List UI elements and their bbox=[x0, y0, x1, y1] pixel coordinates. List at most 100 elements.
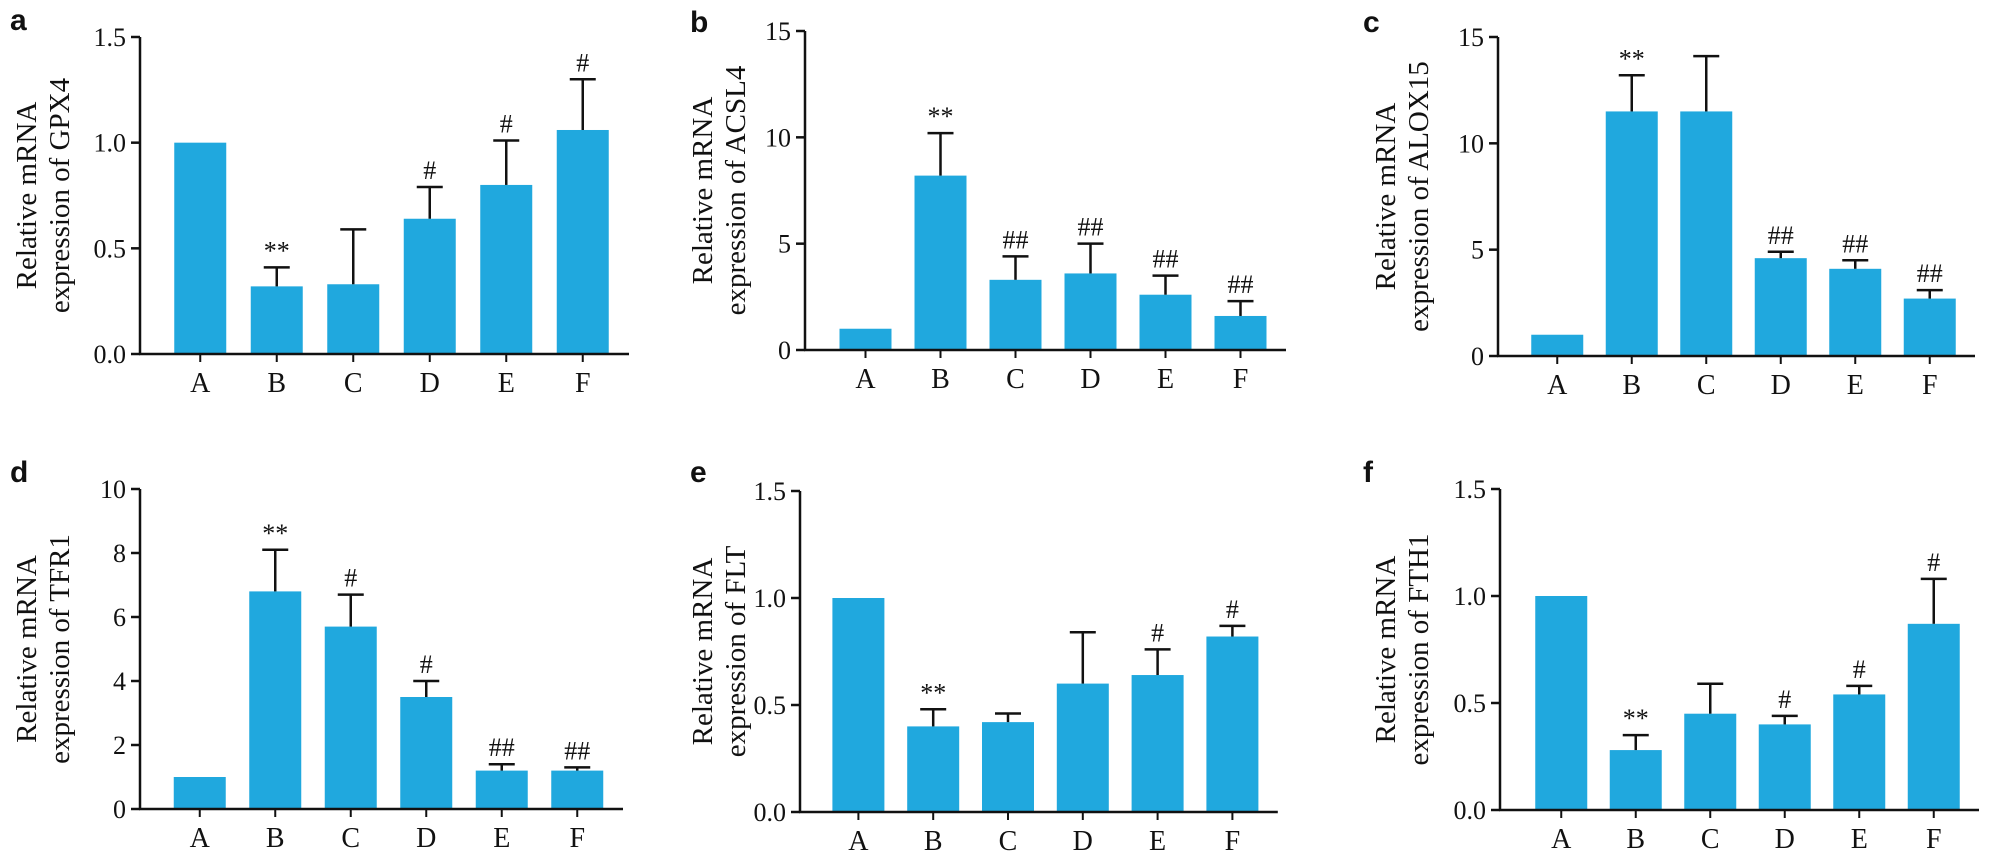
bar-D bbox=[1064, 273, 1117, 350]
panel-letter: d bbox=[10, 456, 28, 489]
category-label: E bbox=[1847, 370, 1864, 401]
category-label: F bbox=[1922, 370, 1938, 401]
y-tick-label: 5 bbox=[1471, 236, 1484, 265]
bar-C bbox=[324, 626, 377, 809]
y-tick-label: 0.0 bbox=[754, 798, 787, 827]
y-axis-title-line: expression of ACSL4 bbox=[720, 65, 752, 315]
bar-A bbox=[839, 328, 892, 350]
y-axis-title-line: expression of GPX4 bbox=[44, 77, 76, 313]
significance-label: ## bbox=[1842, 229, 1868, 258]
category-label: B bbox=[1626, 824, 1645, 855]
category-label: F bbox=[1926, 824, 1942, 855]
category-label: C bbox=[1697, 370, 1716, 401]
category-label: B bbox=[267, 368, 286, 399]
y-tick-label: 0.5 bbox=[94, 234, 127, 263]
bar-D bbox=[403, 218, 456, 354]
category-label: E bbox=[1851, 824, 1868, 855]
significance-label: # bbox=[1226, 595, 1239, 624]
y-tick-label: 10 bbox=[1458, 129, 1484, 158]
significance-label: ## bbox=[1917, 259, 1943, 288]
y-tick-label: 1.0 bbox=[1454, 582, 1487, 611]
y-tick-label: 1.5 bbox=[94, 23, 127, 52]
category-label: E bbox=[1157, 364, 1174, 395]
significance-label: ## bbox=[1153, 245, 1179, 274]
bar-B bbox=[1605, 111, 1658, 356]
category-label: B bbox=[266, 823, 285, 854]
bar-F bbox=[551, 770, 604, 809]
y-axis-title-line: expression of ALOX15 bbox=[1403, 61, 1435, 332]
y-tick-label: 0.5 bbox=[754, 691, 787, 720]
y-axis-title: Relative mRNAexpression of FLT bbox=[687, 545, 752, 757]
significance-label: # bbox=[423, 156, 436, 185]
bar-D bbox=[1758, 724, 1811, 810]
category-label: C bbox=[1006, 364, 1025, 395]
y-axis-title-line: Relative mRNA bbox=[687, 558, 719, 746]
bar-A bbox=[1531, 334, 1584, 356]
category-label: B bbox=[1622, 370, 1641, 401]
significance-label: ** bbox=[928, 102, 954, 131]
category-label: D bbox=[1775, 824, 1795, 855]
category-label: A bbox=[855, 364, 876, 395]
bar-A bbox=[832, 598, 885, 812]
significance-label: ## bbox=[1078, 213, 1104, 242]
significance-label: # bbox=[1151, 618, 1164, 647]
category-label: A bbox=[1551, 824, 1572, 855]
y-tick-label: 1.0 bbox=[94, 129, 127, 158]
y-axis-title-line: expression of TFR1 bbox=[44, 534, 76, 764]
chart-panel-d: d A ** B # C # D ## E ## F 0 2 4 6 8 10 Relative mRNAexpre… bbox=[10, 456, 623, 854]
bar-E bbox=[1131, 675, 1184, 812]
significance-label: ** bbox=[1623, 704, 1649, 733]
significance-label: ** bbox=[920, 678, 946, 707]
bar-D bbox=[1754, 258, 1807, 356]
significance-label: ## bbox=[1768, 221, 1794, 250]
category-label: B bbox=[931, 364, 950, 395]
y-axis-title: Relative mRNAexpression of TFR1 bbox=[11, 534, 76, 764]
y-tick-label: 8 bbox=[113, 539, 126, 568]
y-axis-title-line: expression of FLT bbox=[720, 545, 752, 757]
significance-label: # bbox=[1853, 655, 1866, 684]
category-label: C bbox=[1701, 824, 1720, 855]
category-label: C bbox=[344, 368, 363, 399]
bar-C bbox=[982, 722, 1034, 812]
category-label: A bbox=[190, 823, 211, 854]
chart-panel-b: b A ** B ## C ## D ## E ## F 0 5 10 15 Relative mRNAexpr… bbox=[687, 6, 1286, 395]
significance-label: # bbox=[344, 564, 357, 593]
y-tick-label: 0 bbox=[778, 336, 791, 365]
y-axis-title-line: Relative mRNA bbox=[687, 97, 719, 285]
panel-letter: f bbox=[1363, 456, 1374, 489]
y-tick-label: 5 bbox=[778, 230, 791, 259]
category-label: D bbox=[1080, 364, 1100, 395]
chart-panel-e: e A ** B C D # E # F 0.0 0.5 1.0 1.5 Relative mRNAexpr… bbox=[687, 456, 1278, 857]
significance-label: ## bbox=[1228, 270, 1254, 299]
y-axis-title: Relative mRNAexpression of ACSL4 bbox=[687, 65, 752, 315]
y-axis-title-line: expression of FTH1 bbox=[1403, 534, 1435, 766]
bar-E bbox=[1833, 694, 1886, 810]
bar-B bbox=[907, 726, 960, 812]
significance-label: # bbox=[1927, 548, 1940, 577]
bar-B bbox=[914, 175, 967, 350]
bar-A bbox=[1535, 596, 1588, 810]
significance-label: # bbox=[420, 650, 433, 679]
y-tick-label: 15 bbox=[1458, 23, 1484, 52]
significance-label: ** bbox=[264, 236, 290, 265]
bar-E bbox=[475, 770, 528, 809]
category-label: C bbox=[999, 826, 1018, 857]
significance-label: # bbox=[500, 110, 513, 139]
y-tick-label: 0.0 bbox=[94, 340, 127, 369]
bar-F bbox=[1907, 623, 1960, 810]
category-label: D bbox=[1771, 370, 1791, 401]
y-axis-title: Relative mRNAexpression of ALOX15 bbox=[1370, 61, 1435, 332]
bar-D bbox=[1056, 683, 1109, 812]
bar-C bbox=[1684, 713, 1737, 810]
y-axis-title-line: Relative mRNA bbox=[1370, 103, 1402, 291]
y-axis-title: Relative mRNAexpression of FTH1 bbox=[1370, 534, 1435, 766]
panel-letter: a bbox=[10, 4, 27, 37]
category-label: E bbox=[498, 368, 515, 399]
chart-panel-a: a A ** B C # D # E # F 0.0 0.5 1.0 1.5 Relative mRNAexp… bbox=[10, 4, 629, 399]
y-tick-label: 0 bbox=[1471, 342, 1484, 371]
category-label: F bbox=[1225, 826, 1241, 857]
bar-E bbox=[480, 184, 533, 354]
significance-label: ** bbox=[1619, 44, 1645, 73]
y-tick-label: 4 bbox=[113, 667, 126, 696]
category-label: F bbox=[569, 823, 585, 854]
